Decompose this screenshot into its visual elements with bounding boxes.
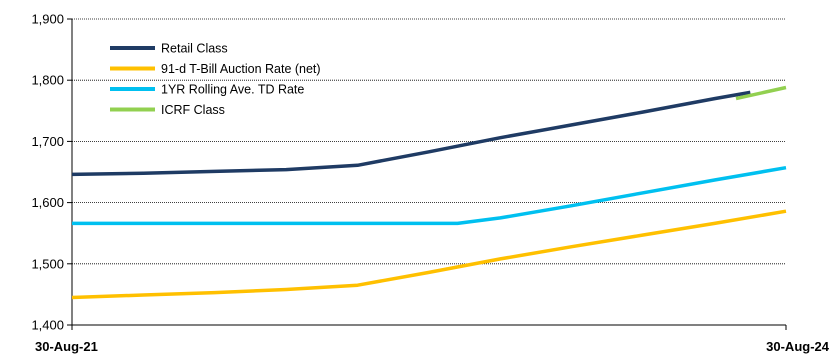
x-tick-label-end: 30-Aug-24 bbox=[766, 339, 830, 354]
series-line-icrf-class bbox=[735, 85, 787, 101]
axes bbox=[67, 18, 787, 330]
legend-label: Retail Class bbox=[161, 42, 228, 56]
x-tick-label-start: 30-Aug-21 bbox=[35, 339, 98, 354]
y-tick-label: 1,600 bbox=[31, 195, 64, 210]
y-tick-label: 1,900 bbox=[31, 12, 64, 27]
series-lines bbox=[71, 85, 787, 300]
legend: Retail Class 91-d T-Bill Auction Rate (ne… bbox=[110, 42, 321, 117]
y-tick-label: 1,400 bbox=[31, 318, 64, 333]
y-tick-label: 1,700 bbox=[31, 134, 64, 149]
legend-label: 91-d T-Bill Auction Rate (net) bbox=[161, 62, 321, 76]
y-tick-label: 1,500 bbox=[31, 256, 64, 271]
series-line-1yr-rolling-ave-td-rate bbox=[72, 165, 787, 226]
legend-label: ICRF Class bbox=[161, 103, 225, 117]
grid-lines bbox=[72, 18, 786, 265]
series-line-91-d-t-bill-auction-rate-net bbox=[71, 209, 787, 300]
tick-labels: 1,400 1,500 1,600 1,700 1,800 1,900 30-Aug-21 3… bbox=[31, 12, 829, 355]
series-line-retail-class bbox=[71, 90, 751, 177]
y-tick-label: 1,800 bbox=[31, 73, 64, 88]
legend-label: 1YR Rolling Ave. TD Rate bbox=[161, 83, 304, 97]
